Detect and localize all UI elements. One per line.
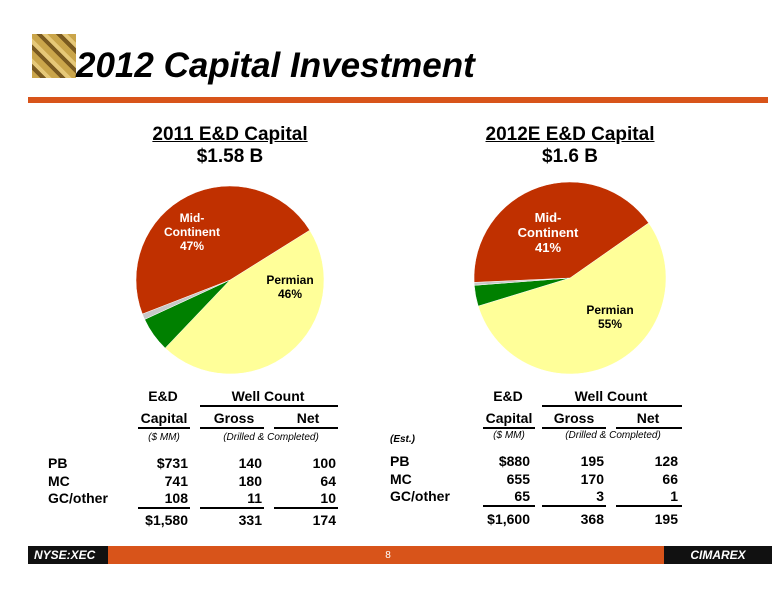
t2-row-label: MC [390,471,412,487]
footer-ticker: NYSE:XEC [28,546,108,564]
pie-2-heading: 2012E E&D Capital $1.6 B [450,124,690,168]
t1-row-capital: 108 [164,490,188,506]
t2-row-gross: 170 [580,471,604,487]
pie-1-heading: 2011 E&D Capital $1.58 B [130,124,330,168]
t2-row-capital: 65 [514,488,530,504]
t1-net-rule [274,427,338,429]
pie-chart-2011: Mid-Continent 47% Permian 46% [135,185,325,375]
t2-header-capital: Capital [485,410,533,426]
t2-gross-rule [542,427,606,429]
t2-row-capital: 655 [506,471,530,487]
t1-row-label: PB [48,455,68,471]
t1-header-ed: E&D [148,388,178,404]
t2-est-note: (Est.) [390,434,415,445]
t1-total-gross: 331 [238,512,262,528]
t2-header-net: Net [636,410,660,426]
pie-slice-permian [477,222,667,375]
t2-total-rule [542,505,606,507]
t1-capital-rule [138,427,190,429]
t1-header-capital: Capital [140,410,188,426]
t2-row-net: 66 [662,471,678,487]
pie-1-subtitle: $1.58 B [196,146,264,167]
t2-row-capital: $880 [498,453,530,469]
t1-header-gross: Gross [213,410,255,426]
t1-total-rule [200,507,264,509]
t1-header-well-count: Well Count [231,388,305,404]
t1-row-gross: 11 [247,490,262,506]
t1-row-capital: $731 [156,455,188,471]
pie-2-subtitle: $1.6 B [542,146,598,167]
t2-unit-capital: ($ MM) [493,430,525,441]
pie-slice-mid-continent [473,181,649,283]
t1-row-net: 100 [312,455,336,471]
t2-header-gross: Gross [553,410,595,426]
t2-row-net: 1 [670,488,678,504]
logo-image [32,34,76,78]
t1-total-capital: $1,580 [145,512,188,528]
t1-total-rule [138,507,190,509]
pie-label-mid-continent: Mid-Continent 47% [164,211,220,253]
t1-total-net: 174 [312,512,336,528]
t2-total-gross: 368 [580,511,604,527]
t1-total-rule [274,507,338,509]
t1-row-net: 64 [320,473,336,489]
page-number: 8 [385,550,391,561]
t2-unit-wells: (Drilled & Completed) [565,430,661,441]
t2-capital-rule [483,427,535,429]
t1-unit-capital: ($ MM) [148,432,180,443]
t2-row-label: GC/other [390,488,450,504]
t1-row-capital: 741 [164,473,188,489]
page-title: 2012 Capital Investment [76,46,475,85]
t2-row-label: PB [390,453,410,469]
t2-total-net: 195 [654,511,678,527]
t1-row-net: 10 [320,490,336,506]
t2-well-count-rule [542,405,682,407]
pie-slice-mid-continent [135,185,311,315]
pie-slice-permian [164,229,325,375]
t1-row-label: MC [48,473,70,489]
footer-bar [28,546,772,564]
t2-total-rule [483,505,535,507]
pie-label-permian: Permian 46% [266,273,313,301]
t1-well-count-rule [200,405,338,407]
pie-2-title: 2012E E&D Capital [485,124,655,145]
footer-brand-logo: CIMAREX [664,546,772,564]
t1-header-net: Net [296,410,320,426]
title-divider [28,97,768,103]
pie-chart-2012e: Mid-Continent 41% Permian 55% [473,181,667,375]
t2-row-net: 128 [654,453,678,469]
t1-unit-wells: (Drilled & Completed) [223,432,319,443]
t2-total-capital: $1,600 [487,511,530,527]
pie-1-title: 2011 E&D Capital [152,124,308,145]
t1-gross-rule [200,427,264,429]
t1-row-label: GC/other [48,490,108,506]
t2-row-gross: 3 [596,488,604,504]
pie-label-mid-continent: Mid-Continent 41% [518,210,579,255]
t2-total-rule [616,505,682,507]
t2-net-rule [616,427,682,429]
t2-row-gross: 195 [580,453,604,469]
t2-header-ed: E&D [493,388,523,404]
pie-label-permian: Permian 55% [586,303,633,331]
t1-row-gross: 180 [238,473,262,489]
t1-row-gross: 140 [238,455,262,471]
t2-header-well-count: Well Count [574,388,648,404]
